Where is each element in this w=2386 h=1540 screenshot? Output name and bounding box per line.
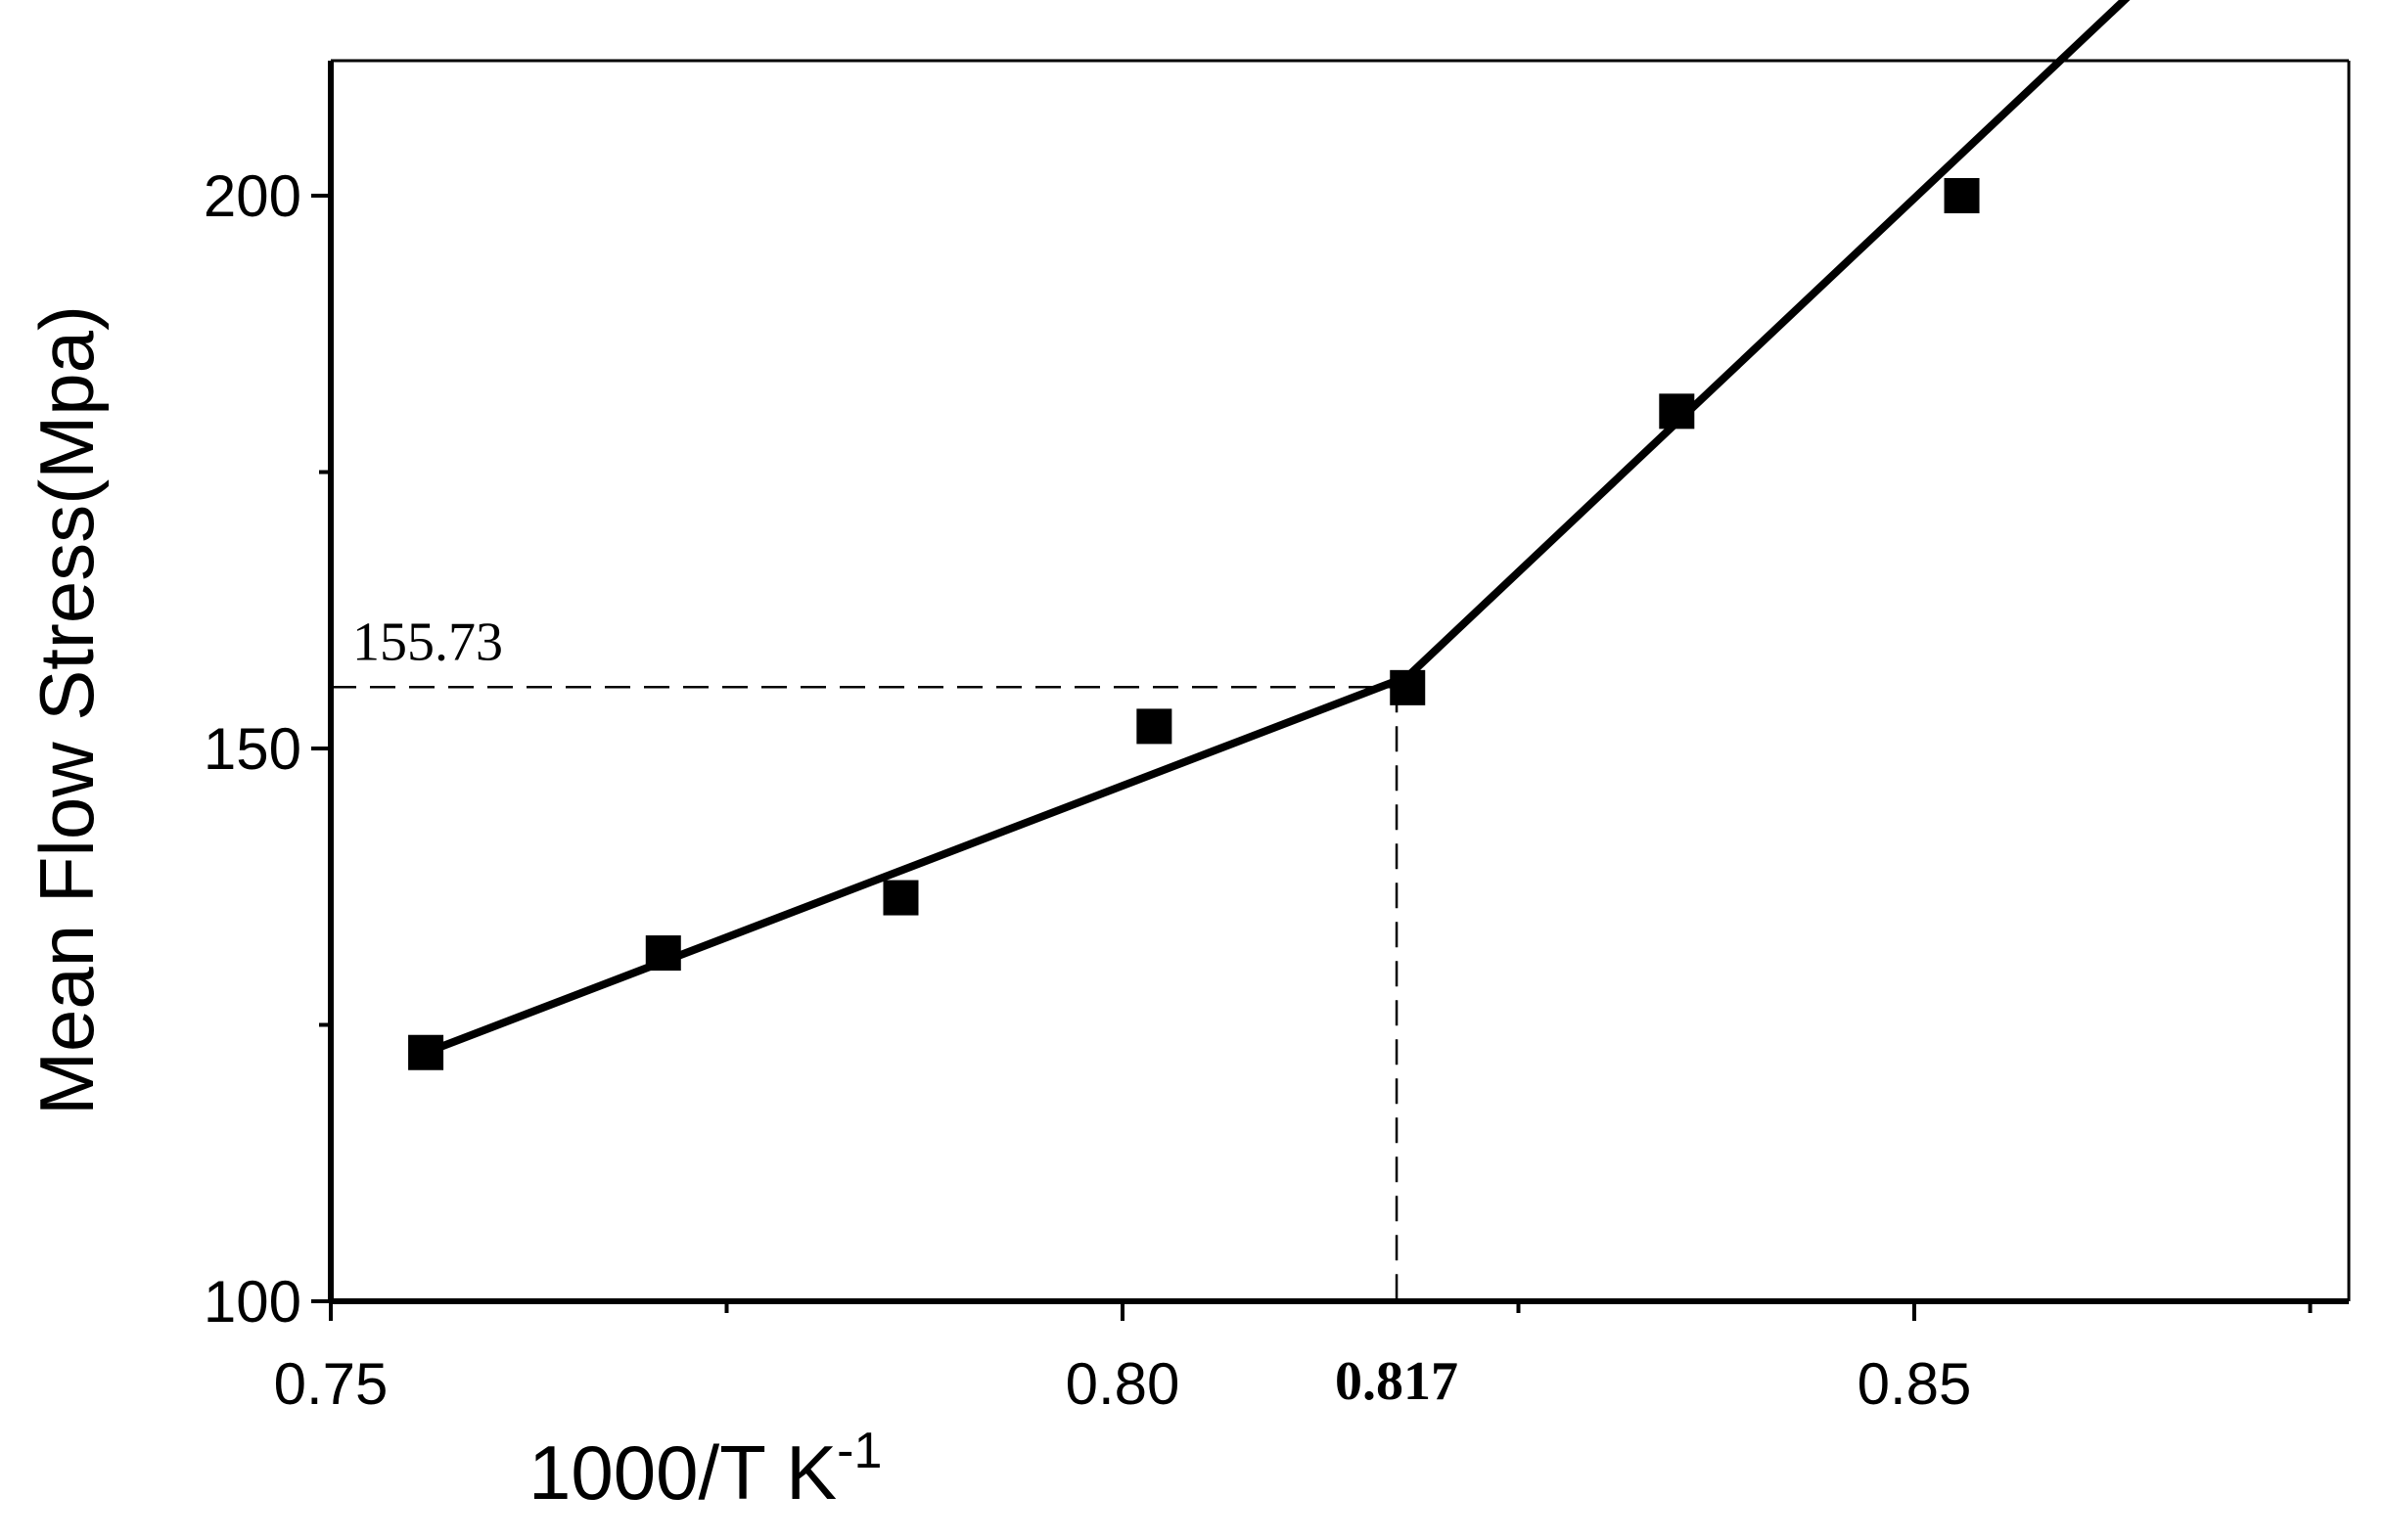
x-axis: 0.75 0.80 0.85 (274, 1301, 2313, 1417)
x-axis-title-superscript: -1 (837, 1423, 882, 1479)
y-tick-label: 100 (204, 1269, 301, 1335)
y-axis: 100150200250300 (204, 163, 331, 1335)
reference-lines (331, 686, 1399, 1301)
x-axis-title: 1000/T K-1 (528, 1423, 882, 1516)
y-tick-label: 150 (204, 716, 301, 782)
x-tick-label: 0.80 (1066, 1351, 1180, 1417)
data-point-marker (1659, 393, 1695, 430)
data-point-marker (1136, 708, 1172, 745)
data-point-marker (883, 880, 919, 916)
x-tick-label: 0.85 (1858, 1351, 1972, 1417)
x-axis-title-main: 1000/T K (528, 1429, 837, 1516)
fit-line (1404, 0, 2131, 680)
data-point-marker (1390, 669, 1426, 705)
x-value-annotation: 0.817 (1335, 1351, 1458, 1412)
data-point-marker (408, 1034, 444, 1070)
fit-lines (424, 0, 2131, 1057)
annotations: 155.73 0.817 (352, 611, 1458, 1412)
data-point-marker (645, 935, 681, 972)
fit-line (424, 672, 1409, 1057)
data-markers (408, 178, 1980, 1070)
data-point-marker (1944, 178, 1980, 213)
y-value-annotation: 155.73 (352, 611, 503, 672)
y-tick-label: 200 (204, 163, 301, 229)
x-tick-label: 0.75 (274, 1351, 389, 1417)
y-axis-title: Mean Flow Stress(Mpa) (23, 305, 110, 1115)
plot-frame (328, 59, 2351, 1304)
